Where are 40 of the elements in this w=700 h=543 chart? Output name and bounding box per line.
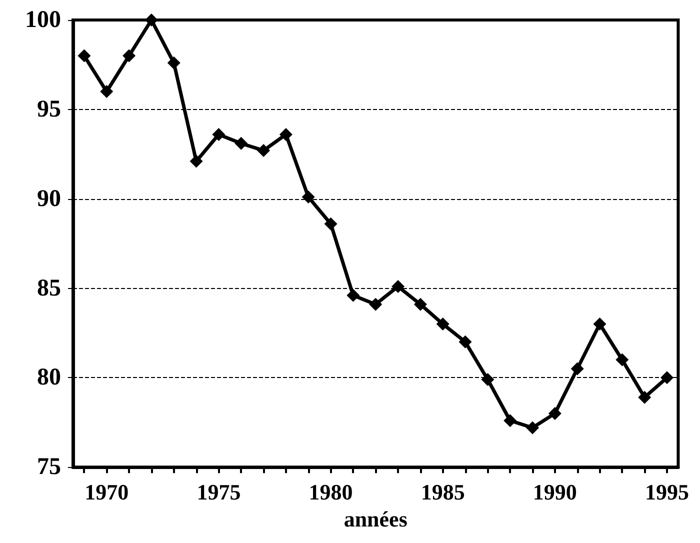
- point: [122, 49, 136, 62]
- y-tick-label: 100: [25, 7, 61, 33]
- point: [548, 406, 562, 420]
- point: [458, 335, 472, 348]
- point: [234, 136, 248, 150]
- point: [324, 217, 338, 230]
- point: [392, 280, 405, 293]
- x-tick-label: 1975: [196, 480, 241, 505]
- x-axis-title: années: [344, 506, 408, 532]
- y-tick-label: 95: [37, 96, 61, 122]
- point: [570, 362, 584, 376]
- point: [302, 190, 315, 204]
- y-tick-label: 80: [37, 364, 61, 391]
- point: [526, 421, 540, 434]
- point: [167, 56, 180, 70]
- point: [257, 144, 270, 158]
- point: [279, 128, 292, 141]
- point: [593, 318, 606, 331]
- x-tick-label: 1985: [420, 480, 465, 505]
- point: [212, 128, 226, 141]
- x-tick-label: 1990: [532, 480, 577, 505]
- y-tick-label: 85: [37, 275, 61, 302]
- point: [660, 371, 674, 384]
- x-tick-label: 1970: [84, 480, 129, 505]
- point: [190, 154, 203, 168]
- x-tick-label: 1980: [308, 480, 353, 505]
- point: [481, 372, 494, 386]
- y-tick-label: 90: [37, 186, 61, 212]
- x-tick-label: 1995: [645, 480, 689, 505]
- point: [144, 14, 158, 26]
- point: [638, 390, 652, 404]
- point: [346, 288, 360, 302]
- point: [436, 318, 450, 331]
- point: [78, 49, 91, 62]
- point: [369, 298, 382, 311]
- point: [414, 298, 427, 311]
- y-tick-label: 75: [37, 454, 61, 480]
- point: [100, 85, 114, 98]
- point: [616, 353, 629, 366]
- point: [504, 414, 517, 428]
